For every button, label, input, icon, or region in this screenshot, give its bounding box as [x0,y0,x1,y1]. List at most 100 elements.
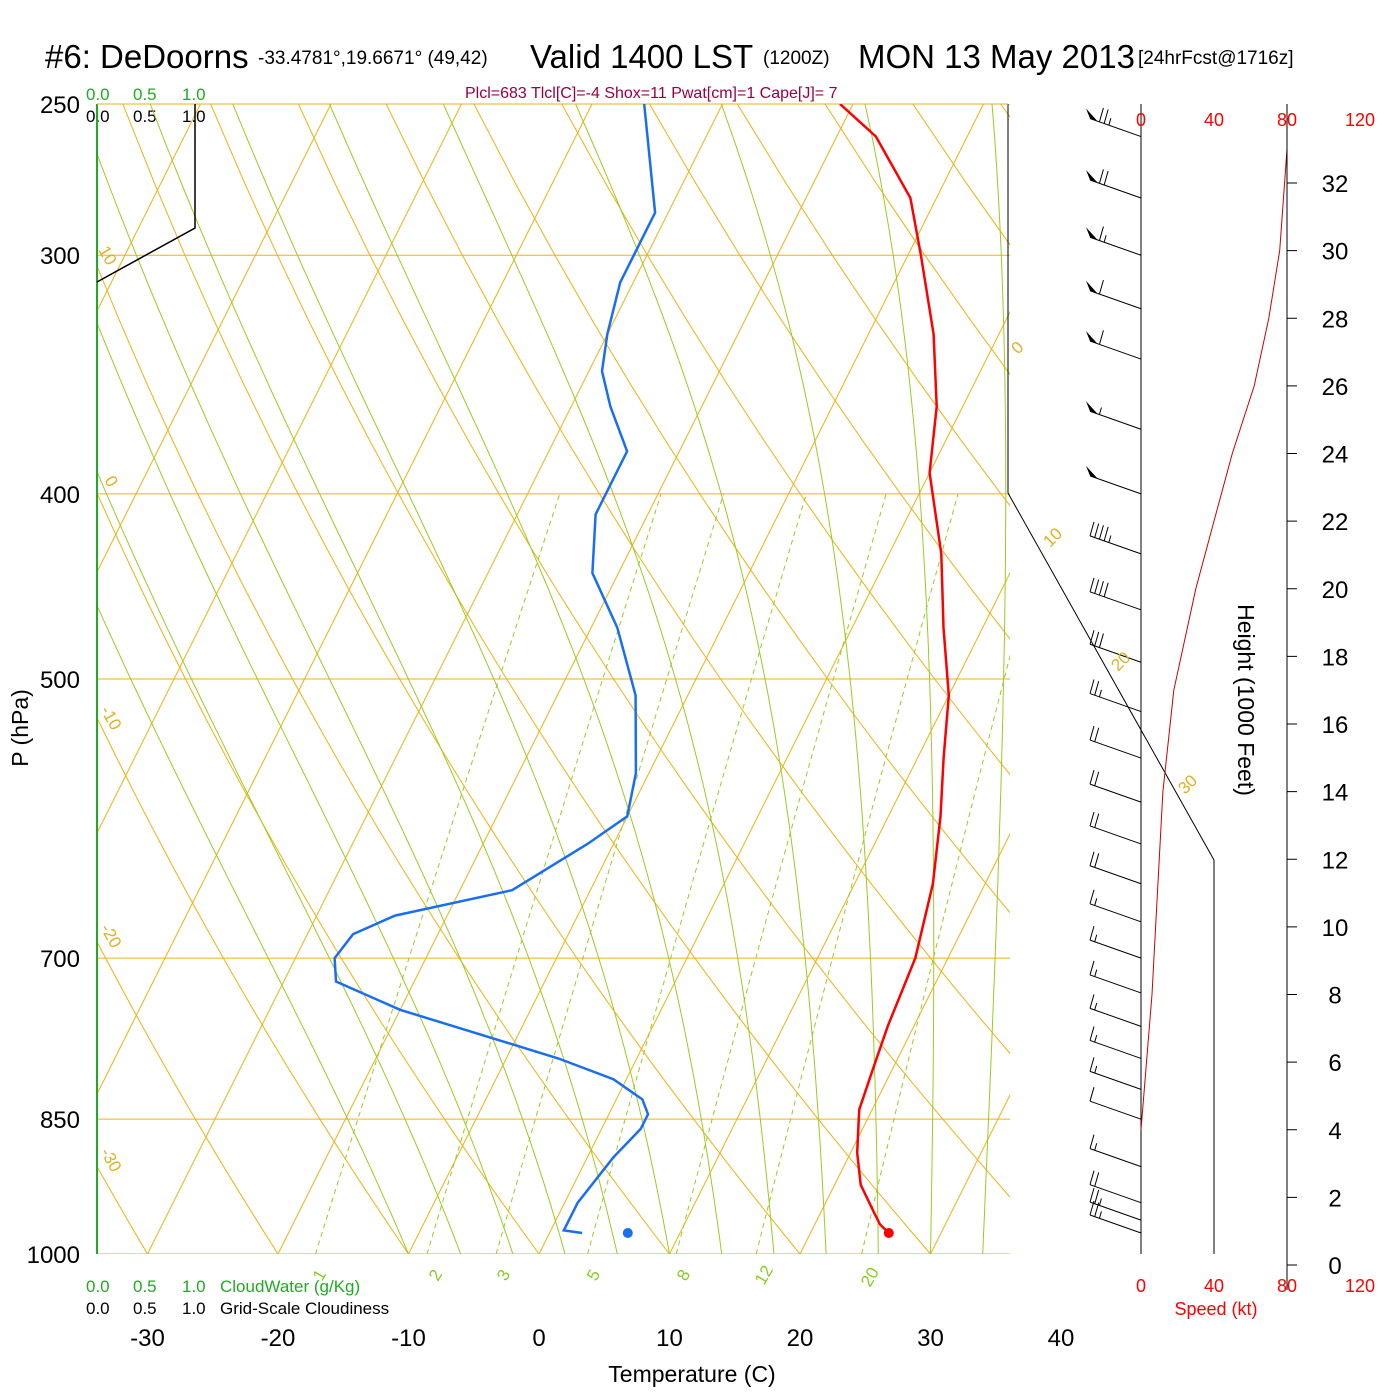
wind-barb-pennant [1086,170,1098,183]
wind-barb-staff [1089,118,1142,138]
wind-barb-staff [1089,865,1142,885]
wind-barb-staff [1089,179,1142,199]
wind-barb-flag [1094,523,1100,538]
wind-barb-staff [1089,1184,1142,1204]
background-grid [97,104,1400,1254]
dewpoint-line [333,104,657,1235]
wind-barb-staff [1089,1007,1142,1027]
wind-barb-flag [1098,581,1104,596]
sounding-series [333,104,951,1238]
wind-barb [1086,226,1142,256]
cloudiness-profile [96,104,196,283]
wind-barb-flag [1094,771,1100,786]
wind-barb-half-flag [1094,1143,1098,1151]
cloud-bottom-green-0: 0.0 [86,1277,110,1296]
cloud-top-green-2: 1.0 [182,85,206,104]
temp-tick-10: 10 [656,1325,683,1352]
speed-bottom-40: 40 [1204,1276,1224,1296]
wind-barb-flag [1098,525,1104,540]
speed-top-80: 80 [1277,110,1297,130]
height-tick-24: 24 [1322,442,1349,469]
wind-barb-flag [1094,579,1100,594]
valid-date: MON 13 May 2013 [858,38,1135,75]
wind-barb-half-flag [1103,235,1107,243]
temp-tick--20: -20 [261,1325,296,1352]
pressure-axis-label: P (hPa) [7,689,33,767]
wind-barb-half-flag [1108,118,1112,126]
cloud-top-green-0: 0.0 [86,85,110,104]
wind-barb-flag [1098,279,1104,295]
wind-barb-flag [1094,727,1100,742]
wind-barb-flag [1094,853,1100,868]
wind-barb [1089,889,1142,923]
wind-barb [1089,1187,1142,1221]
isotherm--40 [97,104,593,1096]
wind-barb-flag [1089,577,1095,592]
moist-adiabat-18 [442,104,775,1254]
wind-barb [1089,851,1142,885]
isotherm-60 [1322,104,1400,1254]
pressure-tick-850: 850 [40,1107,80,1134]
dry-adiabat-120 [1000,104,1010,119]
wind-barb [1089,1134,1142,1168]
wind-barb-half-flag [1094,1065,1098,1074]
wind-barb-pennant [1086,331,1098,344]
wind-barb-half-flag [1098,1198,1102,1206]
cloud-bottom-black-0: 0.0 [86,1299,110,1318]
wind-barb-half-flag [1094,898,1098,906]
mixing-ratio-20 [861,654,1010,1254]
temp-tick-20: 20 [787,1325,814,1352]
wind-barb-flag [1089,679,1095,694]
mixing-label-12: 12 [751,1262,777,1288]
wind-barb-flag [1103,170,1109,186]
pressure-tick-700: 700 [40,946,80,973]
moist-adiabat-22 [575,104,827,1254]
wind-barb [1089,521,1142,555]
pressure-tick-1000: 1000 [27,1242,80,1269]
wind-barb-staff [1089,739,1142,759]
height-tick-18: 18 [1322,644,1349,671]
height-tick-8: 8 [1328,983,1341,1010]
wind-barb-flag [1103,582,1109,597]
wind-barb-flag [1089,725,1095,741]
wind-barb-staff [1089,1148,1142,1168]
wind-barb [1086,279,1142,310]
dry-adiabat-150 [1264,104,1400,1254]
wind-barb-half-flag [1094,1002,1098,1011]
moist-adiabat-6 [149,104,618,1254]
cloud-top-green-1: 0.5 [133,85,157,104]
wind-barb [1089,960,1142,994]
wind-barb [1089,769,1142,803]
isotherm-label-right-30: 30 [1174,771,1201,798]
dry-adiabat--20 [97,940,279,1254]
isotherm-label-m30: -30 [97,1145,126,1176]
moist-adiabat--6 [97,470,462,1254]
wind-barb-staff [1089,290,1142,310]
dewpoint-surface-marker [622,1227,633,1238]
wind-barb-staff [1089,410,1142,430]
wind-barb-flag [1094,631,1100,647]
moist-adiabat--10 [97,604,409,1254]
wind-barb-flag [1089,521,1095,537]
height-axis-label: Height (1000 Feet) [1233,604,1259,796]
temp-tick-30: 30 [917,1325,944,1352]
cloudiness-label: Grid-Scale Cloudiness [220,1299,389,1318]
pressure-tick-500: 500 [40,667,80,694]
wind-barb-flag [1098,330,1104,345]
wind-barb-half-flag [1094,1034,1098,1043]
mixing-label-2: 2 [425,1266,446,1284]
dry-adiabat-10 [97,264,670,1254]
wind-barb [1089,577,1142,611]
wind-barb [1089,811,1142,845]
wind-barb-staff [1089,1070,1142,1090]
speed-bottom-0: 0 [1136,1276,1146,1296]
diagnostics-line: Plcl=683 Tlcl[C]=-4 Shox=11 Pwat[cm]=1 C… [465,85,838,102]
isotherm-label-right-0: 0 [1007,338,1027,358]
wind-barb-half-flag [1098,689,1102,698]
wind-barbs [1086,107,1142,1234]
wind-barb-staff [1089,974,1142,994]
wind-barb [1086,401,1142,430]
wind-barb [1089,1057,1142,1090]
wind-barb [1086,107,1142,138]
dry-adiabat-70 [561,104,1010,776]
